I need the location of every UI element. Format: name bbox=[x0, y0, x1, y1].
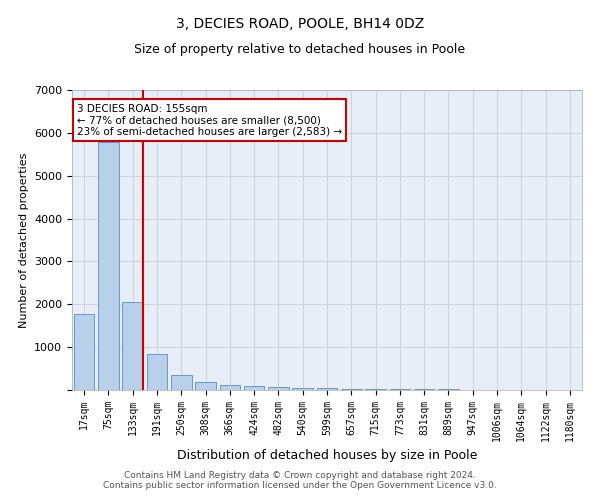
Bar bbox=[244, 386, 265, 390]
Bar bbox=[389, 389, 410, 390]
Text: Size of property relative to detached houses in Poole: Size of property relative to detached ho… bbox=[134, 42, 466, 56]
Bar bbox=[171, 376, 191, 390]
Bar bbox=[220, 385, 240, 390]
Bar bbox=[195, 382, 216, 390]
Y-axis label: Number of detached properties: Number of detached properties bbox=[19, 152, 29, 328]
Bar bbox=[268, 386, 289, 390]
Bar bbox=[74, 314, 94, 390]
Bar bbox=[292, 388, 313, 390]
Bar bbox=[146, 354, 167, 390]
Bar bbox=[341, 388, 362, 390]
X-axis label: Distribution of detached houses by size in Poole: Distribution of detached houses by size … bbox=[177, 449, 477, 462]
Bar bbox=[414, 389, 434, 390]
Text: 3 DECIES ROAD: 155sqm
← 77% of detached houses are smaller (8,500)
23% of semi-d: 3 DECIES ROAD: 155sqm ← 77% of detached … bbox=[77, 104, 342, 136]
Bar bbox=[122, 302, 143, 390]
Text: Contains HM Land Registry data © Crown copyright and database right 2024.
Contai: Contains HM Land Registry data © Crown c… bbox=[103, 470, 497, 490]
Text: 3, DECIES ROAD, POOLE, BH14 0DZ: 3, DECIES ROAD, POOLE, BH14 0DZ bbox=[176, 18, 424, 32]
Bar bbox=[365, 388, 386, 390]
Bar bbox=[98, 142, 119, 390]
Bar bbox=[317, 388, 337, 390]
